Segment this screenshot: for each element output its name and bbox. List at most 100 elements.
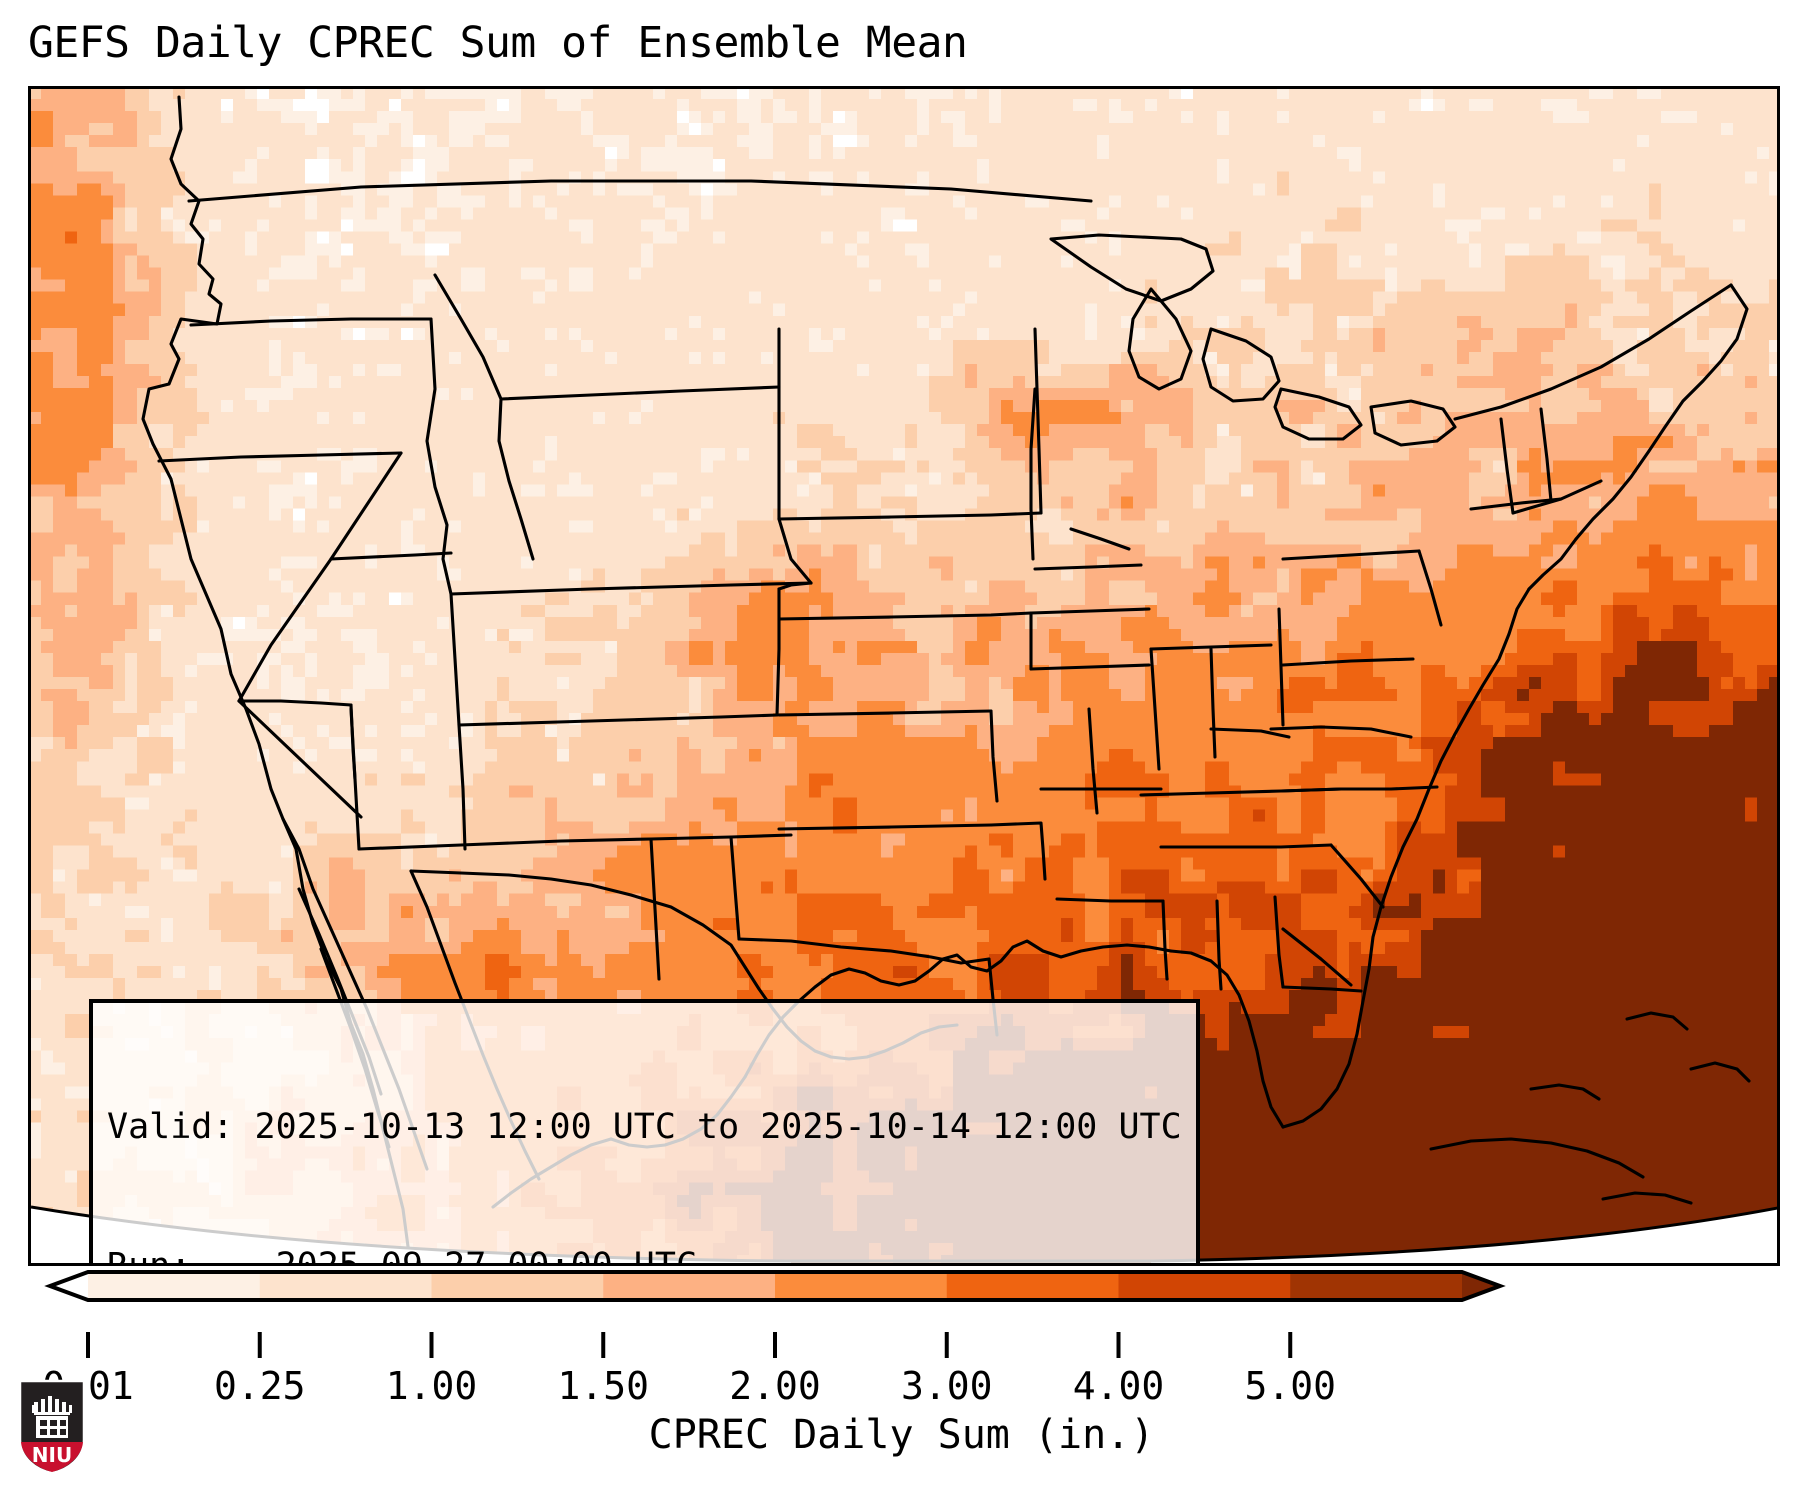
geo-boundary (499, 385, 781, 401)
colorbar-tick-label: 1.00 (385, 1364, 478, 1408)
geo-boundary (1209, 647, 1217, 759)
colorbar-tick-label: 3.00 (900, 1364, 993, 1408)
geo-boundary (1281, 587, 1531, 1129)
colorbar-ticks (0, 1180, 1803, 1358)
geo-boundary (989, 821, 1047, 881)
annotation-run-line: Run: 2025-09-27 00:00 UTC (107, 1245, 698, 1266)
geo-boundary (449, 581, 813, 596)
geo-boundary (1281, 927, 1353, 987)
annotation-valid-line: Valid: 2025-10-13 12:00 UTC to 2025-10-1… (107, 1107, 1182, 1148)
niu-logo-text: NIU (32, 1443, 72, 1467)
geo-boundary (349, 703, 357, 781)
map-panel: Valid: 2025-10-13 12:00 UTC to 2025-10-1… (28, 86, 1780, 1266)
geo-boundary (1453, 283, 1733, 421)
geo-boundary (777, 511, 1043, 521)
geo-boundary (1625, 1011, 1689, 1031)
colorbar-tick-label: 5.00 (1244, 1364, 1337, 1408)
geo-boundary (1279, 785, 1439, 793)
geo-boundary (1539, 407, 1553, 503)
geo-boundary (157, 451, 403, 463)
geo-boundary (1201, 327, 1281, 403)
geo-boundary (449, 592, 461, 727)
colorbar-band (259, 1272, 433, 1300)
geo-boundary (1029, 663, 1151, 671)
colorbar-tick-label: 1.50 (557, 1364, 650, 1408)
geo-boundary (1149, 647, 1161, 771)
geo-boundary (1574, 283, 1749, 541)
colorbar (0, 1268, 1803, 1328)
colorbar-svg (44, 1270, 1506, 1302)
geo-boundary (1329, 843, 1385, 909)
colorbar-band (775, 1272, 948, 1300)
geo-boundary (1281, 657, 1415, 667)
colorbar-band (88, 1272, 261, 1300)
geo-boundary (1033, 327, 1043, 515)
geo-boundary (1055, 897, 1165, 903)
page-title: GEFS Daily CPREC Sum of Ensemble Mean (28, 18, 968, 68)
colorbar-band (946, 1272, 1120, 1300)
geo-boundary (237, 699, 363, 819)
geo-boundary (1069, 527, 1131, 551)
geo-boundary (457, 723, 467, 851)
geo-boundary (1529, 1083, 1601, 1101)
geo-boundary (1601, 1191, 1693, 1205)
geo-boundary (777, 517, 813, 585)
geo-boundary (1029, 387, 1037, 561)
niu-logo: NIU (18, 1379, 86, 1475)
geo-boundary (1281, 985, 1363, 993)
geo-boundary (1469, 497, 1563, 511)
geo-boundary (1159, 843, 1333, 849)
colorbar-band (603, 1272, 776, 1300)
geo-boundary (1087, 707, 1099, 815)
geo-boundary (237, 699, 353, 707)
geo-boundary (1369, 399, 1457, 447)
geo-boundary (1269, 725, 1413, 739)
geo-boundary (729, 835, 741, 941)
geo-boundary (1149, 643, 1273, 651)
geo-boundary (1277, 607, 1285, 727)
colorbar-tick-label: 0.25 (213, 1364, 306, 1408)
geo-boundary (1029, 607, 1151, 615)
geo-boundary (1215, 899, 1223, 991)
geo-boundary (433, 273, 535, 561)
colorbar-band (1290, 1272, 1463, 1300)
geo-boundary (777, 611, 1033, 621)
geo-boundary (237, 451, 403, 703)
geo-boundary (1417, 549, 1443, 627)
geo-boundary (1209, 727, 1291, 739)
geo-boundary (777, 823, 993, 831)
valid-run-annotation: Valid: 2025-10-13 12:00 UTC to 2025-10-1… (89, 999, 1200, 1266)
colorbar-band (1118, 1272, 1291, 1300)
geo-boundary (649, 833, 793, 841)
colorbar-over-arrow (1462, 1272, 1500, 1300)
geo-boundary (1527, 537, 1578, 591)
geo-boundary (1273, 387, 1363, 441)
geo-boundary (1429, 1137, 1645, 1179)
colorbar-tick-label: 2.00 (729, 1364, 821, 1408)
geo-boundary (1281, 549, 1421, 561)
geo-boundary (775, 587, 781, 717)
geo-boundary (187, 179, 1093, 203)
colorbar-under-arrow (50, 1272, 88, 1300)
geo-boundary (189, 317, 433, 327)
geo-boundary (777, 709, 993, 717)
geo-boundary (457, 713, 779, 727)
geo-boundary (1273, 895, 1285, 989)
geo-boundary (737, 937, 991, 965)
geography-overlay (141, 95, 1751, 1256)
geo-boundary (777, 581, 813, 591)
geo-boundary (425, 317, 453, 596)
geo-boundary (1169, 949, 1285, 1129)
geo-boundary (1511, 479, 1603, 515)
geo-boundary (989, 709, 999, 803)
geo-boundary (1499, 417, 1515, 515)
geo-boundary (1127, 287, 1193, 391)
colorbar-axis-label: CPREC Daily Sum (in.) (648, 1412, 1155, 1458)
geo-boundary (1049, 233, 1215, 303)
geo-boundary (649, 837, 661, 981)
geo-boundary (357, 837, 653, 851)
geo-boundary (1689, 1061, 1751, 1083)
geo-boundary (1161, 899, 1169, 981)
geo-boundary (1033, 563, 1143, 571)
